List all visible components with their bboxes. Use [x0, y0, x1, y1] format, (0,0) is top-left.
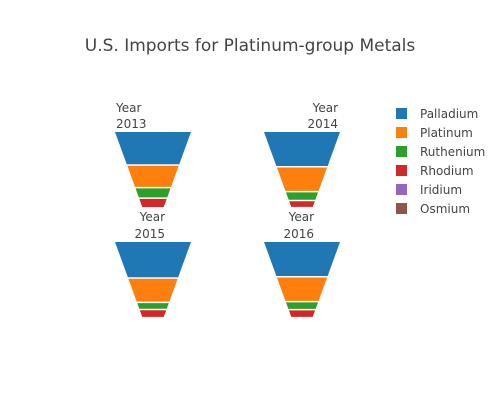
funnel-slice-ruthenium[interactable]	[285, 302, 319, 309]
legend-label: Platinum	[420, 126, 473, 140]
funnel-slice-ruthenium[interactable]	[137, 303, 169, 309]
legend-item-iridium[interactable]: Iridium	[396, 183, 462, 197]
funnel-panels: Year 2013 Year 2014 Year 2015 Year 2016	[115, 101, 340, 317]
legend-swatch	[396, 108, 407, 119]
panel-label-line2: 2014	[307, 117, 338, 131]
legend-swatch	[396, 184, 407, 195]
legend-label: Osmium	[420, 202, 470, 216]
funnel-slice-palladium[interactable]	[264, 132, 340, 166]
panel-label-line1: Year	[139, 210, 165, 224]
panel-label-line2: 2015	[134, 227, 165, 241]
panel-label-line1: Year	[115, 101, 141, 115]
legend-swatch	[396, 203, 407, 214]
funnel-slice-palladium[interactable]	[115, 132, 191, 165]
legend-label: Iridium	[420, 183, 462, 197]
funnel-panel-2013: Year 2013	[115, 101, 191, 207]
panel-label-line1: Year	[312, 101, 338, 115]
panel-label-line2: 2016	[283, 227, 314, 241]
legend-item-platinum[interactable]: Platinum	[396, 126, 473, 140]
legend-item-palladium[interactable]: Palladium	[396, 107, 478, 121]
funnel-slice-palladium[interactable]	[115, 242, 191, 278]
funnel-slice-rhodium[interactable]	[139, 310, 167, 317]
legend-label: Palladium	[420, 107, 478, 121]
funnel-slice-platinum[interactable]	[127, 165, 179, 187]
panel-label-line2: 2013	[116, 117, 147, 131]
legend-label: Ruthenium	[420, 145, 485, 159]
funnel-slice-rhodium[interactable]	[288, 310, 316, 317]
funnel-slice-rhodium[interactable]	[139, 198, 167, 207]
funnel-panel-2016: Year 2016	[264, 210, 340, 317]
legend-swatch	[396, 146, 407, 157]
funnel-slice-platinum[interactable]	[276, 277, 328, 301]
legend-swatch	[396, 127, 407, 138]
funnel-slice-platinum[interactable]	[276, 167, 328, 191]
legend-item-ruthenium[interactable]: Ruthenium	[396, 145, 485, 159]
legend: Palladium Platinum Ruthenium Rhodium Iridium…	[396, 107, 485, 216]
funnel-slice-ruthenium[interactable]	[285, 192, 319, 200]
funnel-slice-rhodium[interactable]	[289, 201, 315, 207]
funnel-slice-palladium[interactable]	[264, 242, 340, 276]
funnel-panel-2015: Year 2015	[115, 210, 191, 317]
panel-label-line1: Year	[288, 210, 314, 224]
legend-item-osmium[interactable]: Osmium	[396, 202, 470, 216]
funnel-panel-2014: Year 2014	[264, 101, 340, 207]
legend-swatch	[396, 165, 407, 176]
legend-item-rhodium[interactable]: Rhodium	[396, 164, 474, 178]
chart-title: U.S. Imports for Platinum-group Metals	[85, 36, 416, 56]
funnel-slice-ruthenium[interactable]	[135, 188, 171, 198]
legend-label: Rhodium	[420, 164, 474, 178]
funnel-slice-platinum[interactable]	[128, 278, 178, 302]
